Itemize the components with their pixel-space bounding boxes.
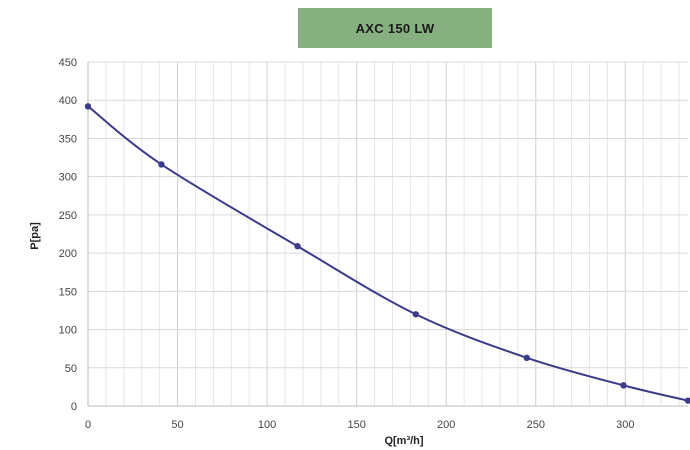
grid-lines — [87, 61, 688, 407]
y-tick-label: 450 — [59, 57, 77, 69]
x-tick-label: 150 — [347, 419, 365, 431]
x-tick-label: 0 — [85, 419, 91, 431]
y-tick-label: 150 — [59, 286, 77, 298]
axes — [87, 62, 688, 407]
data-point — [294, 243, 301, 250]
chart-title: AXC 150 LW — [355, 20, 435, 36]
y-tick-label: 50 — [65, 363, 77, 375]
x-tick-label: 100 — [258, 419, 276, 431]
x-tick-label: 50 — [171, 419, 183, 431]
x-tick-label: 300 — [616, 419, 634, 431]
data-point — [620, 382, 627, 389]
x-tick-label: 250 — [527, 419, 545, 431]
data-point — [158, 161, 165, 168]
y-tick-label: 350 — [59, 133, 77, 145]
data-point — [684, 397, 690, 404]
y-tick-label: 250 — [59, 210, 77, 222]
data-point — [84, 103, 92, 110]
y-tick-label: 300 — [59, 172, 77, 184]
x-tick-labels: 0 50 100 150 200 250 300 — [85, 419, 635, 431]
data-point — [412, 311, 419, 318]
y-tick-label: 0 — [71, 401, 77, 413]
y-tick-label: 200 — [59, 248, 77, 260]
y-tick-label: 400 — [59, 95, 77, 107]
y-tick-labels: 0 50 100 150 200 250 300 350 400 450 — [59, 57, 77, 413]
y-axis-label: P[pa] — [29, 222, 41, 250]
x-axis-label: Q[m³/h] — [384, 435, 423, 447]
chart-title-box: AXC 150 LW — [298, 8, 492, 48]
data-point — [523, 354, 531, 362]
x-tick-label: 200 — [437, 419, 455, 431]
series-markers — [84, 103, 690, 404]
y-tick-label: 100 — [59, 325, 77, 337]
